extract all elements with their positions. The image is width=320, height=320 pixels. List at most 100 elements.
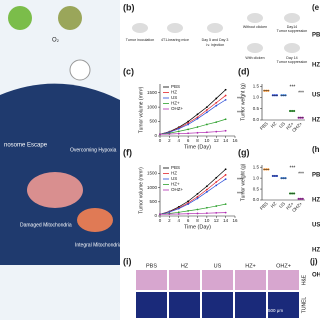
point xyxy=(215,205,218,207)
y-tick-label: 1.0 xyxy=(253,175,260,180)
panel-label: (i) xyxy=(123,256,132,266)
y-axis-label: Tumor volume (mm³) xyxy=(138,86,144,133)
point xyxy=(168,211,171,213)
right-edge-label: US xyxy=(312,93,320,99)
significance: *** xyxy=(298,90,304,96)
right-edge-label: (j) xyxy=(310,257,318,266)
point xyxy=(177,211,180,214)
x-tick-label: 0 xyxy=(159,218,162,223)
panel-label: (f) xyxy=(123,147,132,157)
point xyxy=(196,117,199,120)
x-tick-label: 10 xyxy=(204,218,210,223)
y-tick-label: 1500 xyxy=(147,90,158,95)
y-tick-label: 1.5 xyxy=(253,164,260,169)
significance: *** xyxy=(237,96,243,102)
x-tick-label: OHZ+ xyxy=(291,121,303,133)
x-tick-label: 12 xyxy=(214,218,220,223)
x-tick-label: 8 xyxy=(196,218,199,223)
step: Tumor inoculation xyxy=(126,38,154,42)
x-tick-label: 8 xyxy=(196,138,199,143)
right-edge-label: PBS xyxy=(312,33,320,39)
he-image xyxy=(169,270,200,290)
step: Without clicken xyxy=(243,25,267,29)
mouse-icon xyxy=(132,23,148,33)
panel-label: (b) xyxy=(123,2,135,12)
point xyxy=(205,188,208,191)
y-tick-label: 1000 xyxy=(147,185,158,190)
x-tick-label: PBS xyxy=(259,201,269,211)
row-label: TUNEL xyxy=(301,297,307,314)
y-tick-label: 0.5 xyxy=(253,186,260,191)
point xyxy=(224,203,227,206)
point xyxy=(196,208,199,211)
y-tick-label: 1.0 xyxy=(253,95,260,100)
column-label: US xyxy=(214,263,222,269)
point xyxy=(187,120,190,123)
nanoparticle xyxy=(58,6,82,30)
point xyxy=(215,101,218,104)
illustration-label: nosome Escape xyxy=(4,143,48,149)
point xyxy=(187,123,190,126)
x-tick-label: HZ xyxy=(270,121,278,129)
step: Day 5 and Day 3 xyxy=(202,38,229,42)
line xyxy=(159,99,226,135)
right-edge-label: HZ xyxy=(312,63,320,69)
tunel-image xyxy=(202,292,233,318)
point xyxy=(187,210,190,212)
point xyxy=(168,213,171,216)
mouse-icon xyxy=(247,13,263,23)
panel-label: (d) xyxy=(238,66,250,76)
step: Day 14 xyxy=(286,56,297,60)
point xyxy=(215,97,218,100)
legend-label: HZ+ xyxy=(171,101,180,106)
mice-icons xyxy=(132,13,300,53)
step: With clicken xyxy=(245,56,264,60)
x-axis-label: Time (Day) xyxy=(184,144,211,150)
point xyxy=(196,113,199,116)
point xyxy=(187,122,190,124)
point xyxy=(224,98,227,101)
right-edge-label: HZ xyxy=(312,198,320,204)
point xyxy=(196,197,199,200)
point xyxy=(224,168,227,171)
point xyxy=(205,206,208,209)
step: 4T1-bearing mice xyxy=(161,38,189,42)
x-tick-label: 6 xyxy=(187,218,190,223)
illustration-label: Integral Mitochondria xyxy=(75,242,122,248)
row-label: H&E xyxy=(301,274,307,285)
point xyxy=(224,94,227,97)
column-label: HZ+ xyxy=(245,263,256,269)
he-image xyxy=(136,270,167,290)
x-tick-label: 14 xyxy=(223,138,229,143)
significance: *** xyxy=(237,191,243,197)
right-edge-label: (h xyxy=(312,145,320,154)
point xyxy=(187,212,190,215)
point xyxy=(205,109,208,111)
y-tick-label: 0.5 xyxy=(253,106,260,111)
point xyxy=(205,212,208,215)
y-tick-label: 1000 xyxy=(147,104,158,109)
step: i.v. injection xyxy=(206,43,225,47)
x-tick-label: 16 xyxy=(232,138,238,143)
point xyxy=(224,118,227,121)
x-tick-label: 2 xyxy=(168,218,171,223)
point xyxy=(177,130,180,133)
y-axis-label: Tumor volume (mm³) xyxy=(138,167,144,214)
x-tick-label: OHZ+ xyxy=(291,201,303,213)
y-tick-label: 0.0 xyxy=(253,197,260,202)
legend-label: HZ xyxy=(171,90,177,95)
significance: *** xyxy=(290,165,296,171)
point xyxy=(196,131,199,134)
point xyxy=(196,126,199,128)
illustration-label: Damaged Mitochondria xyxy=(20,222,72,228)
point xyxy=(187,203,190,206)
right-edge-label: HZ+ xyxy=(312,248,320,254)
line xyxy=(159,89,226,135)
point xyxy=(215,121,218,124)
point xyxy=(177,127,180,130)
x-tick-label: 4 xyxy=(177,138,180,143)
line xyxy=(159,118,226,135)
tunel-image xyxy=(268,292,299,318)
point xyxy=(205,131,208,134)
